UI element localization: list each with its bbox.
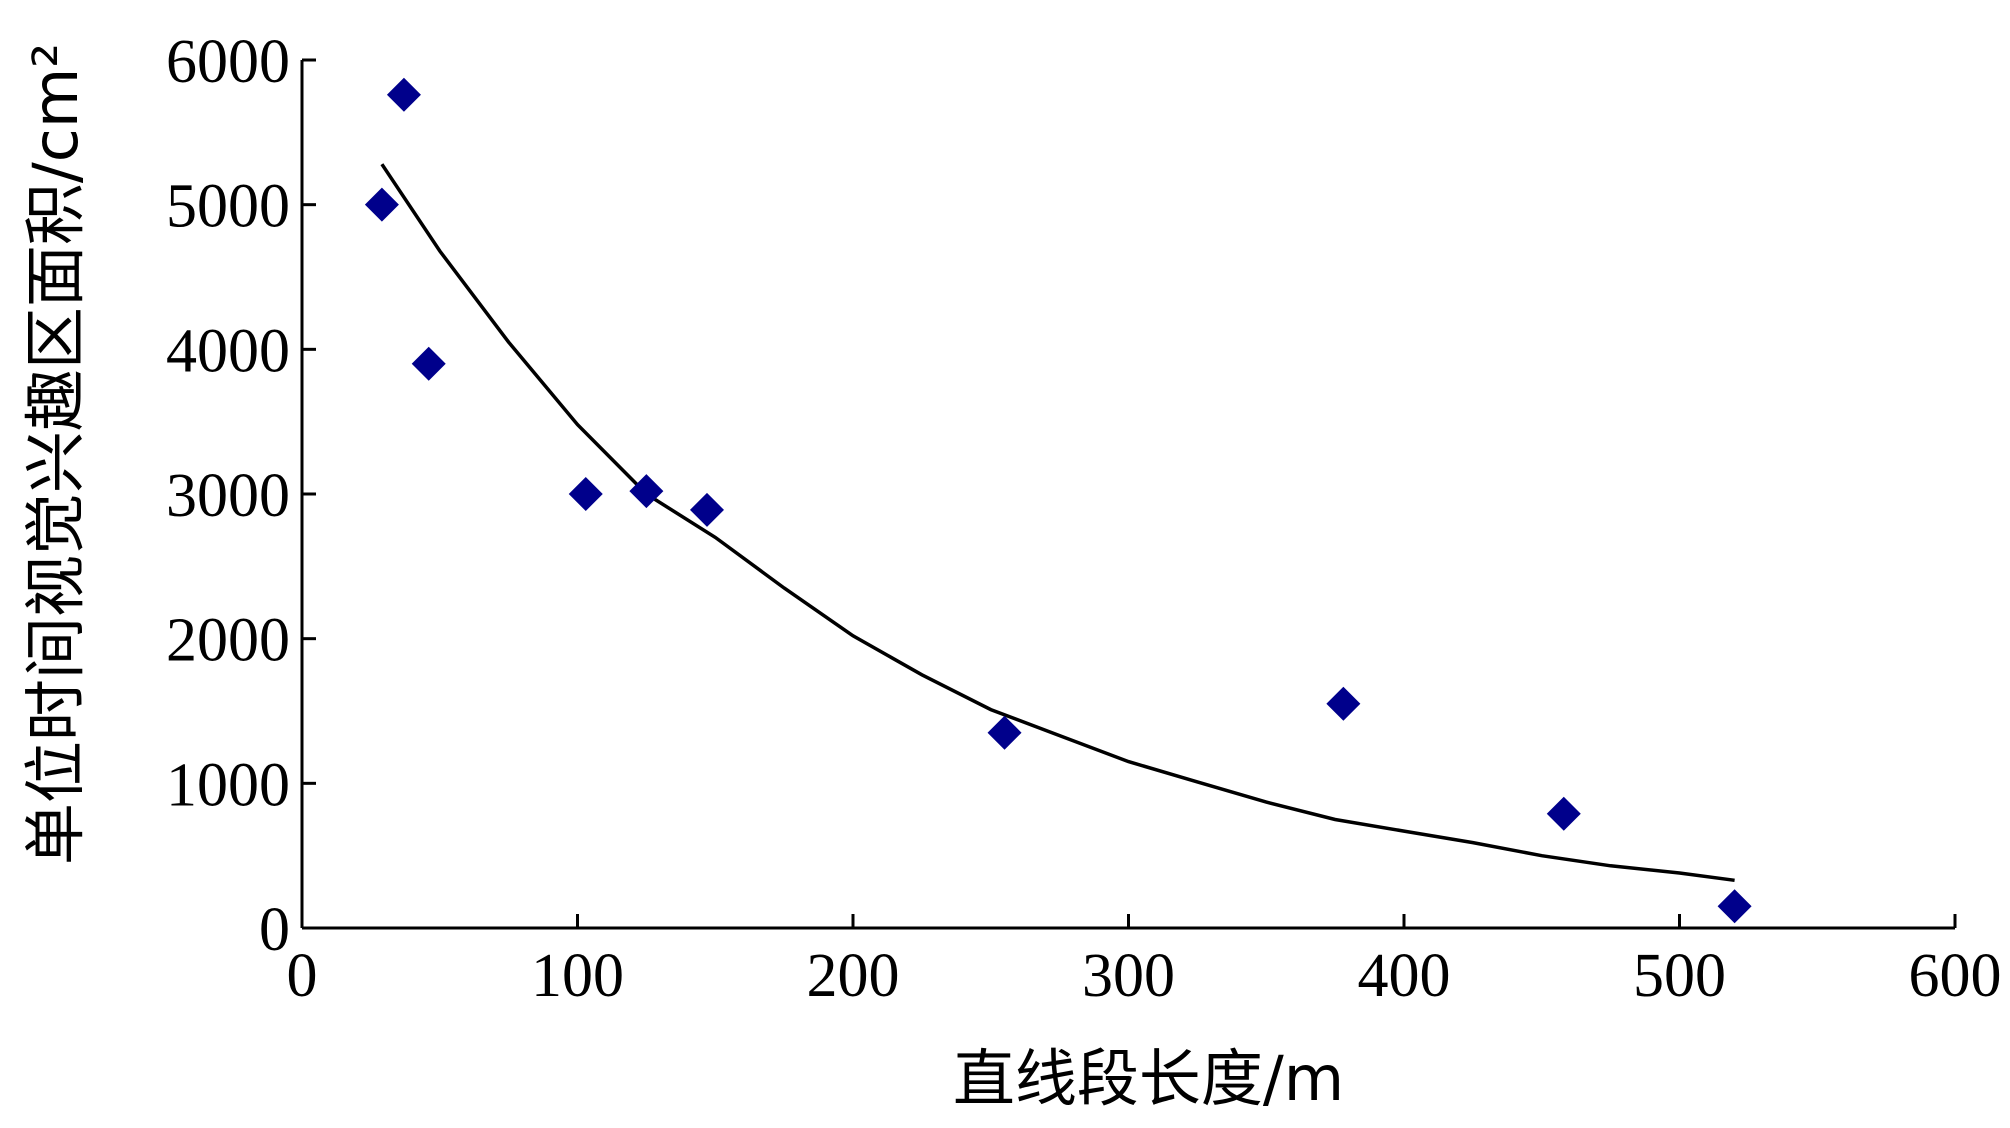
data-point (1717, 889, 1752, 924)
data-point (1326, 686, 1361, 721)
fit-curve (380, 163, 1735, 883)
y-tick-label: 5000 (166, 173, 290, 241)
x-tick-label: 0 (287, 942, 318, 1010)
data-point (364, 187, 399, 222)
data-point (689, 492, 724, 527)
x-tick-label: 500 (1633, 942, 1726, 1010)
y-tick-label: 3000 (166, 462, 290, 530)
tick-marks (300, 58, 1957, 930)
axes (300, 60, 1955, 930)
x-tick-label: 600 (1909, 942, 2002, 1010)
y-axis-title: 单位时间视觉兴趣区面积/cm² (19, 43, 92, 865)
data-point (629, 474, 664, 509)
data-points (364, 77, 1752, 924)
x-tick-label: 400 (1358, 942, 1451, 1010)
x-tick-label: 200 (807, 942, 900, 1010)
data-point (386, 77, 421, 112)
y-tick-label: 4000 (166, 317, 290, 385)
data-point (411, 346, 446, 381)
tick-labels: 0 100 200 300 400 500 600010002000300040005000… (166, 28, 2002, 1010)
data-point (987, 715, 1022, 750)
y-tick-label: 0 (259, 896, 290, 964)
y-tick-label: 2000 (166, 607, 290, 675)
y-tick-label: 1000 (166, 751, 290, 819)
data-point (1546, 796, 1581, 831)
x-tick-label: 100 (531, 942, 624, 1010)
data-point (568, 477, 603, 511)
x-axis-title: 直线段长度/m (953, 1042, 1344, 1115)
x-tick-label: 300 (1082, 942, 1175, 1010)
y-tick-label: 6000 (166, 28, 290, 96)
